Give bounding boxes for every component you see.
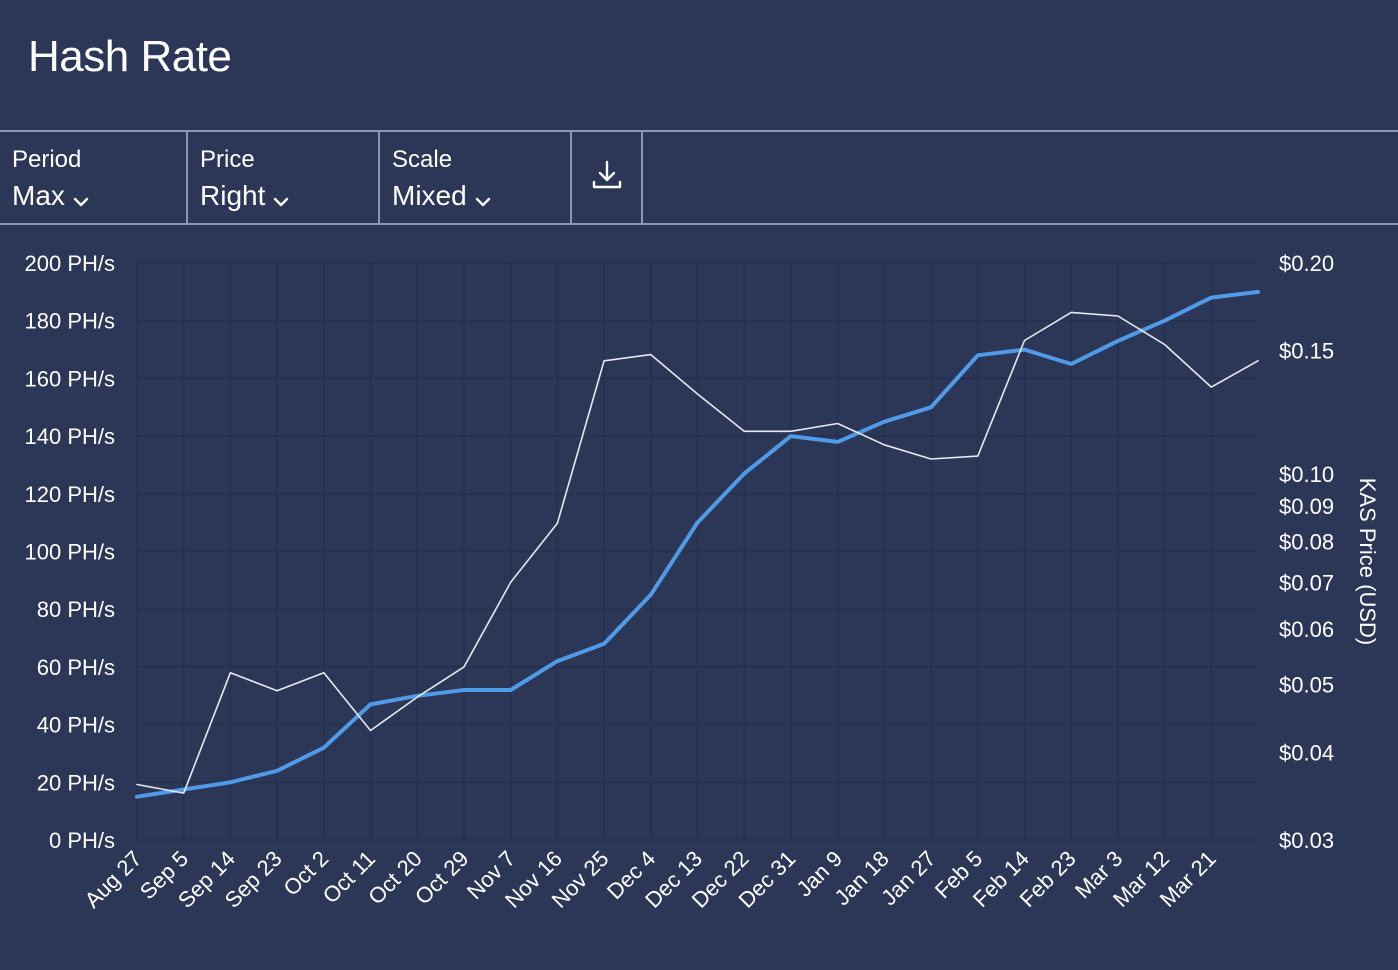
right-tick-label: $0.03 xyxy=(1279,828,1334,853)
price-series-line xyxy=(136,311,1259,794)
right-tick-label: $0.09 xyxy=(1279,494,1334,519)
scale-dropdown[interactable]: Scale Mixed xyxy=(380,132,572,223)
left-tick-label: 60 PH/s xyxy=(37,655,115,680)
price-dropdown[interactable]: Price Right xyxy=(188,132,380,223)
x-tick-label: Oct 29 xyxy=(410,846,474,910)
scale-label: Scale xyxy=(392,146,453,173)
left-tick-label: 20 PH/s xyxy=(37,770,115,795)
x-tick-label: Aug 27 xyxy=(80,846,147,913)
left-tick-label: 180 PH/s xyxy=(25,309,116,334)
left-tick-label: 120 PH/s xyxy=(25,482,116,507)
chevron-down-icon xyxy=(273,182,289,214)
right-tick-label: $0.06 xyxy=(1279,617,1334,642)
period-value: Max xyxy=(12,180,65,211)
left-tick-label: 100 PH/s xyxy=(25,540,116,565)
period-label: Period xyxy=(12,146,82,173)
chevron-down-icon xyxy=(475,182,491,214)
left-tick-label: 140 PH/s xyxy=(25,424,116,449)
right-axis-label: KAS Price (USD) xyxy=(1355,478,1380,645)
download-button[interactable] xyxy=(572,132,643,223)
right-tick-label: $0.04 xyxy=(1279,741,1334,766)
right-tick-label: $0.20 xyxy=(1279,251,1334,276)
price-value: Right xyxy=(200,180,266,211)
left-tick-label: 0 PH/s xyxy=(49,828,115,853)
scale-value: Mixed xyxy=(392,180,467,211)
left-axis: 0 PH/s 20 PH/s 40 PH/s 60 PH/s 80 PH/s 100 PH… xyxy=(25,251,116,853)
download-icon xyxy=(590,158,624,197)
left-tick-label: 80 PH/s xyxy=(37,597,115,622)
right-tick-label: $0.05 xyxy=(1279,673,1334,698)
right-tick-label: $0.10 xyxy=(1279,462,1334,487)
chart-lines xyxy=(135,289,1260,799)
hashrate-series-line xyxy=(135,289,1260,799)
page-title: Hash Rate xyxy=(28,32,232,81)
right-tick-label: $0.15 xyxy=(1279,338,1334,363)
chart-grid xyxy=(136,262,1258,841)
right-tick-label: $0.08 xyxy=(1279,530,1334,555)
left-tick-label: 160 PH/s xyxy=(25,366,116,391)
hash-rate-chart: 0 PH/s 20 PH/s 40 PH/s 60 PH/s 80 PH/s 100 PH… xyxy=(25,251,1381,913)
chart-toolbar: Period Max Price Right Scale Mixed xyxy=(0,130,1398,225)
period-dropdown[interactable]: Period Max xyxy=(0,132,188,223)
left-tick-label: 200 PH/s xyxy=(25,251,116,276)
chevron-down-icon xyxy=(73,182,89,214)
right-axis: $0.03 $0.04 $0.05 $0.06 $0.07 $0.08 $0.09 $0.10… xyxy=(1279,251,1334,853)
left-tick-label: 40 PH/s xyxy=(37,713,115,738)
right-tick-label: $0.07 xyxy=(1279,570,1334,595)
price-label: Price xyxy=(200,146,255,173)
